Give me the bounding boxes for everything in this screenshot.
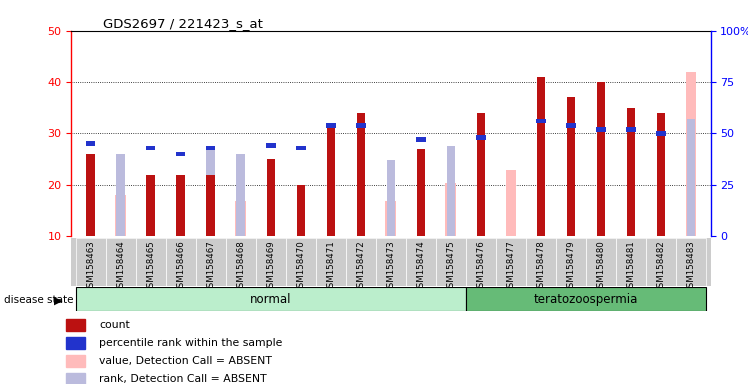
Bar [296, 146, 306, 150]
Bar [147, 174, 155, 236]
Text: GSM158474: GSM158474 [417, 240, 426, 293]
Bar [266, 144, 275, 148]
Bar [626, 127, 636, 132]
Text: GSM158468: GSM158468 [236, 240, 245, 293]
Text: rank, Detection Call = ABSENT: rank, Detection Call = ABSENT [99, 374, 267, 384]
Bar [385, 201, 396, 236]
Bar [286, 238, 316, 286]
Bar [506, 170, 516, 236]
Bar [586, 238, 616, 286]
Bar [296, 185, 305, 236]
Bar [226, 238, 256, 286]
Bar [466, 287, 706, 311]
Bar [476, 135, 485, 140]
Bar [526, 238, 556, 286]
Bar [646, 238, 676, 286]
Bar [176, 152, 186, 156]
Bar [406, 238, 436, 286]
Text: GSM158465: GSM158465 [146, 240, 155, 293]
Text: percentile rank within the sample: percentile rank within the sample [99, 338, 283, 348]
Bar [597, 82, 605, 236]
Bar [657, 113, 665, 236]
Bar [196, 238, 226, 286]
Bar [346, 238, 375, 286]
Bar [537, 77, 545, 236]
Bar [496, 238, 526, 286]
Text: GSM158473: GSM158473 [386, 240, 396, 293]
Text: count: count [99, 320, 130, 330]
Bar [66, 373, 85, 384]
Bar [627, 108, 635, 236]
Bar [115, 195, 126, 236]
Bar [596, 127, 606, 132]
Bar [206, 150, 215, 236]
Bar [177, 174, 185, 236]
Bar [357, 113, 365, 236]
Text: teratozoospermia: teratozoospermia [534, 293, 638, 306]
Text: value, Detection Call = ABSENT: value, Detection Call = ABSENT [99, 356, 272, 366]
Bar [206, 146, 215, 150]
Text: GSM158475: GSM158475 [447, 240, 456, 293]
Bar [256, 238, 286, 286]
Text: GSM158480: GSM158480 [596, 240, 606, 293]
Text: GSM158467: GSM158467 [206, 240, 215, 293]
Text: GSM158472: GSM158472 [356, 240, 365, 293]
Bar [436, 238, 466, 286]
Text: normal: normal [250, 293, 292, 306]
Bar [356, 123, 366, 127]
Text: GSM158482: GSM158482 [657, 240, 666, 293]
Bar [135, 238, 165, 286]
Bar [66, 355, 85, 367]
Text: GDS2697 / 221423_s_at: GDS2697 / 221423_s_at [103, 17, 263, 30]
Bar [375, 238, 406, 286]
Text: GSM158477: GSM158477 [506, 240, 515, 293]
Bar [466, 238, 496, 286]
Bar [117, 154, 125, 236]
Bar [146, 146, 156, 150]
Bar [447, 146, 455, 236]
Text: ▶: ▶ [54, 295, 62, 305]
Bar [66, 337, 85, 349]
Bar [236, 154, 245, 236]
Bar [566, 123, 576, 127]
Bar [686, 72, 696, 236]
Bar [266, 159, 275, 236]
Bar [417, 149, 425, 236]
Bar [327, 128, 335, 236]
Text: GSM158478: GSM158478 [536, 240, 545, 293]
Text: GSM158470: GSM158470 [296, 240, 305, 293]
Bar [76, 238, 105, 286]
Bar [556, 238, 586, 286]
Bar [66, 319, 85, 331]
Bar [656, 131, 666, 136]
Bar [687, 119, 696, 236]
Bar [165, 238, 196, 286]
Bar [616, 238, 646, 286]
Bar [567, 98, 575, 236]
Text: GSM158464: GSM158464 [116, 240, 125, 293]
Text: disease state: disease state [4, 295, 73, 305]
Text: GSM158463: GSM158463 [86, 240, 95, 293]
Bar [476, 113, 485, 236]
Bar [86, 141, 96, 146]
Text: GSM158466: GSM158466 [176, 240, 186, 293]
Bar [326, 123, 336, 127]
Bar [236, 201, 246, 236]
Text: GSM158483: GSM158483 [687, 240, 696, 293]
Text: GSM158481: GSM158481 [627, 240, 636, 293]
Text: GSM158469: GSM158469 [266, 240, 275, 293]
Text: GSM158471: GSM158471 [326, 240, 335, 293]
Bar [446, 183, 456, 236]
Bar [536, 119, 546, 123]
Bar [416, 137, 426, 142]
Bar [316, 238, 346, 286]
Text: GSM158479: GSM158479 [566, 240, 575, 293]
Bar [76, 287, 466, 311]
Bar [387, 160, 395, 236]
Text: GSM158476: GSM158476 [476, 240, 485, 293]
Bar [86, 154, 95, 236]
Bar [206, 174, 215, 236]
Bar [676, 238, 706, 286]
Bar [105, 238, 135, 286]
